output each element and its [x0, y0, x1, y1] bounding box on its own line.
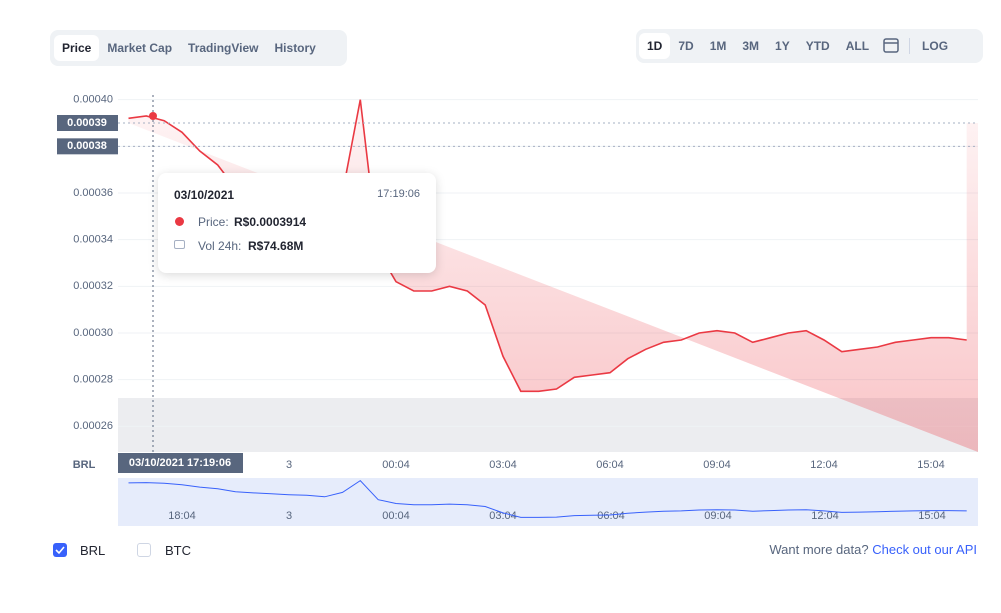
checkbox-checked[interactable] — [53, 543, 67, 557]
divider — [909, 38, 911, 54]
tab[interactable]: History — [274, 41, 316, 55]
price-marker-box — [57, 138, 118, 155]
volume-icon — [174, 240, 185, 249]
range[interactable]: 1D — [639, 33, 671, 59]
navigator-label: 03:04 — [489, 510, 517, 522]
x-axis-label: BRL — [73, 459, 96, 471]
tooltip-price: R$0.0003914 — [234, 215, 307, 229]
tooltip-time: 17:19:06 — [377, 188, 420, 200]
navigator-label: 12:04 — [811, 510, 839, 522]
x-tick-label: 03:04 — [489, 459, 517, 471]
navigator-label: 09:04 — [704, 510, 732, 522]
calendar-icon[interactable] — [877, 36, 905, 56]
tab[interactable]: TradingView — [188, 41, 259, 55]
tooltip-price-label: Price: — [198, 215, 229, 229]
tooltip-date: 03/10/2021 — [174, 188, 235, 202]
x-tick-label: 3 — [286, 459, 292, 471]
navigator-label: 18:04 — [168, 510, 196, 522]
navigator-label: 15:04 — [918, 510, 946, 522]
y-tick-label: 0.00034 — [73, 234, 113, 246]
tooltip-volume: R$74.68M — [248, 239, 304, 253]
log-toggle[interactable]: LOG — [922, 39, 949, 53]
api-link[interactable]: Check out our API — [872, 542, 977, 557]
tab[interactable]: Price — [54, 35, 100, 61]
price-marker-box — [57, 115, 118, 131]
tab[interactable]: Market Cap — [107, 41, 173, 55]
navigator-line — [128, 479, 967, 518]
tab-bar: Price Market Cap TradingView History — [50, 30, 347, 66]
tooltip-volume-label: Vol 24h: — [198, 239, 242, 253]
hover-dot — [149, 112, 157, 120]
navigator-bg[interactable] — [118, 478, 978, 526]
range[interactable]: 1M — [709, 39, 727, 53]
y-tick-label: 0.00030 — [73, 327, 113, 339]
x-tick-label: 06:04 — [596, 459, 624, 471]
range[interactable]: ALL — [845, 39, 870, 53]
chart: BRL 0.00026 0.00028 0.00030 0.00032 0.00034 0… — [57, 94, 978, 526]
price-marker-label: 0.00038 — [67, 140, 107, 152]
checkbox[interactable] — [137, 543, 151, 557]
x-tick-label: 12:04 — [810, 459, 838, 471]
navigator-label: 00:04 — [382, 510, 410, 522]
navigator-label: 06:04 — [597, 510, 625, 522]
area — [128, 99, 978, 452]
y-tick-label: 0.00040 — [73, 94, 113, 106]
y-tick-label: 0.00036 — [73, 187, 113, 199]
crosshair-label-box — [118, 453, 243, 473]
footer-question: Want more data? — [769, 542, 869, 557]
price-marker-label: 0.00039 — [67, 117, 107, 129]
legend-label: BRL — [80, 543, 106, 558]
range-bar: 1D 7D 1M 3M 1Y YTD ALL LOG — [636, 29, 983, 63]
x-tick-label: 09:04 — [703, 459, 731, 471]
x-tick-label: 15:04 — [917, 459, 945, 471]
range[interactable]: 7D — [678, 39, 694, 53]
legend-label: BTC — [165, 543, 191, 558]
crosshair-label: 03/10/2021 17:19:06 — [129, 457, 231, 469]
tooltip: 03/10/2021 17:19:06 Price: R$0.0003914 V… — [158, 173, 436, 273]
range[interactable]: 3M — [742, 39, 760, 53]
x-tick-label: 00:04 — [382, 459, 410, 471]
y-tick-label: 0.00026 — [73, 420, 113, 432]
range[interactable]: YTD — [805, 39, 830, 53]
volume-bars — [118, 398, 978, 452]
y-tick-label: 0.00028 — [73, 374, 113, 386]
range[interactable]: 1Y — [775, 39, 790, 53]
price-dot — [175, 217, 184, 226]
footer: Want more data? Check out our API — [769, 542, 977, 557]
navigator-label: 3 — [286, 510, 292, 522]
y-tick-label: 0.00032 — [73, 280, 113, 292]
